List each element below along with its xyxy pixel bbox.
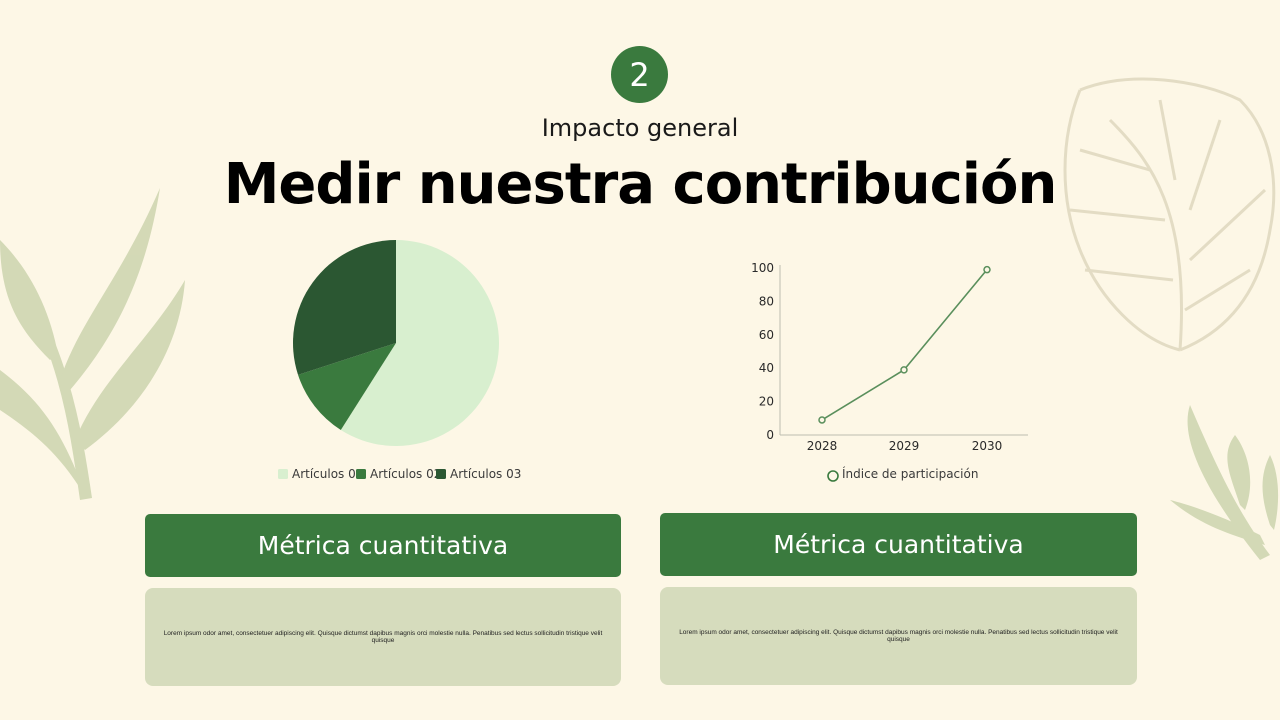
line-legend-marker <box>827 470 839 482</box>
metric-card-text-1: Lorem ipsum odor amet, consectetuer adip… <box>145 588 621 686</box>
slide-number-badge: 2 <box>611 46 668 103</box>
y-tick-label-20: 20 <box>759 395 774 409</box>
line-series-path <box>821 269 988 421</box>
x-tick-label-2029: 2029 <box>889 439 920 453</box>
metric-card-text-2: Lorem ipsum odor amet, consectetuer adip… <box>660 587 1137 685</box>
pie-legend-label-1: Artículos 01 <box>292 467 363 481</box>
pie-legend-swatch-2 <box>356 469 366 479</box>
line-legend-label: Índice de participación <box>842 466 978 481</box>
line-point-2028 <box>818 416 826 424</box>
line-point-2029 <box>900 366 908 374</box>
pie-legend-swatch-3 <box>436 469 446 479</box>
line-point-2030 <box>983 265 991 274</box>
x-tick-label-2030: 2030 <box>972 439 1003 453</box>
line-chart: 0 20 40 60 80 100 2028 2029 2030 Índice de parti… <box>751 261 1028 482</box>
monstera-outline-decoration <box>1063 77 1276 352</box>
pie-slice-2 <box>298 343 396 430</box>
pie-slice-1 <box>340 240 499 446</box>
leaf-decoration-right <box>1170 405 1279 560</box>
y-tick-label-100: 100 <box>751 261 774 275</box>
metric-card-title-1: Métrica cuantitativa <box>145 514 621 577</box>
y-tick-label-40: 40 <box>759 361 774 375</box>
pie-legend-swatch-1 <box>278 469 288 479</box>
metric-card-title-2: Métrica cuantitativa <box>660 513 1137 576</box>
y-tick-label-80: 80 <box>759 294 774 308</box>
pie-slice-3 <box>292 240 396 375</box>
slide-subtitle: Impacto general <box>541 114 739 142</box>
leaf-decoration-left <box>0 188 185 500</box>
y-tick-label-0: 0 <box>766 428 774 442</box>
pie-chart: Artículos 01 Artículos 02 Artículos 03 <box>278 240 521 481</box>
x-tick-label-2028: 2028 <box>807 439 838 453</box>
slide-title: Medir nuestra contribución <box>223 152 1058 217</box>
pie-legend-label-3: Artículos 03 <box>450 467 521 481</box>
pie-legend-label-2: Artículos 02 <box>370 467 441 481</box>
y-tick-label-60: 60 <box>759 328 774 342</box>
